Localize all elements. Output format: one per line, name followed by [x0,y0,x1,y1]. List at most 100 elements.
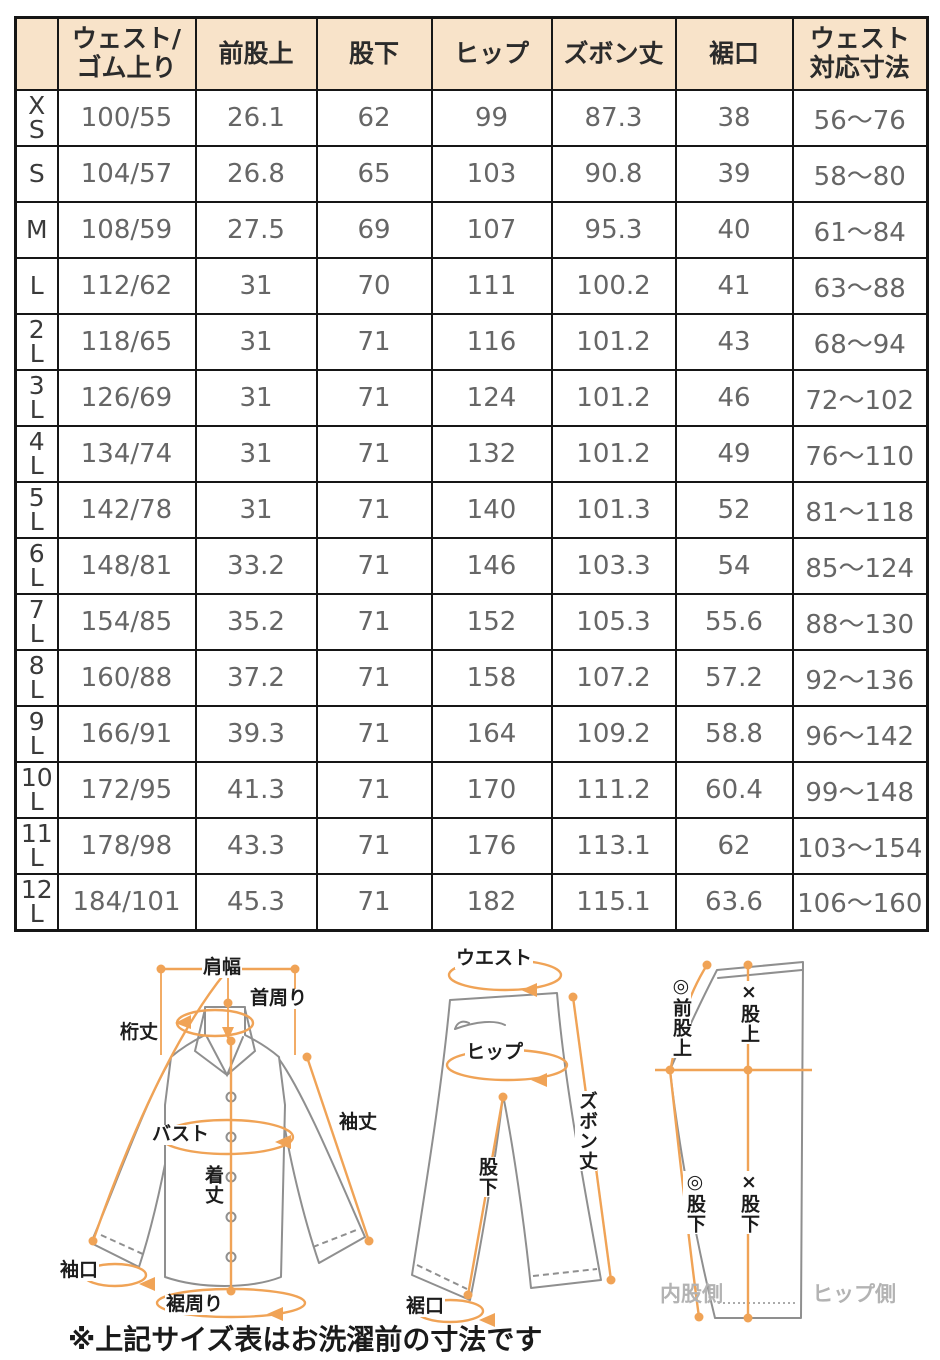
size-value: 100/55 [56,89,197,147]
table-row: S 104/57 26.8 65 103 90.8 39 58～80 [14,145,929,203]
size-value: 49 [674,425,794,483]
size-value: 31 [194,425,318,483]
size-value: 148/81 [56,537,197,595]
size-label: 2 L [14,313,59,371]
size-value: 63～88 [791,257,929,315]
yuki-label: 桁丈 [119,1021,160,1043]
size-value: 103 [430,145,553,203]
size-value: 146 [430,537,553,595]
pants-front-measurement-diagram: ウエスト ヒップ 股下 ズボン丈 裾口 [405,945,670,1345]
size-value: 31 [194,257,318,315]
cuff-label: 袖口 [59,1259,100,1281]
size-value: 126/69 [56,369,197,427]
size-value: 46 [674,369,794,427]
size-value: 72～102 [791,369,929,427]
rise-label: ×股上 [737,981,760,1044]
size-value: 132 [430,425,553,483]
col-header-waist-range: ウェスト 対応寸法 [791,16,929,91]
size-label: 4 L [14,425,59,483]
inseam-outer-label: ×股下 [737,1171,760,1234]
size-label: 11 L [14,817,59,875]
size-value: 37.2 [194,649,318,707]
size-value: 109.2 [550,705,677,763]
size-value: 57.2 [674,649,794,707]
hip-side-label: ヒップ側 [812,1282,896,1306]
size-value: 70 [315,257,433,315]
inner-thigh-side-label: 内股側 [660,1282,723,1306]
size-value: 104/57 [56,145,197,203]
size-value: 96～142 [791,705,929,763]
size-table-body: X S 100/55 26.1 62 99 87.3 38 56～76 S 104/57 26.8 6… [14,89,929,931]
size-value: 116 [430,313,553,371]
size-value: 158 [430,649,553,707]
size-value: 90.8 [550,145,677,203]
size-value: 92～136 [791,649,929,707]
size-value: 71 [315,481,433,539]
size-label: M [14,201,59,259]
col-header-inseam: 股下 [315,16,433,91]
size-value: 99 [430,89,553,147]
size-value: 160/88 [56,649,197,707]
pants-waist-label: ウエスト [455,947,534,969]
size-label: X S [14,89,59,147]
bust-label: バスト [151,1123,211,1145]
size-value: 31 [194,481,318,539]
size-value: 111 [430,257,553,315]
size-value: 31 [194,313,318,371]
size-value: 40 [674,201,794,259]
size-value: 39.3 [194,705,318,763]
size-value: 182 [430,873,553,931]
size-value: 71 [315,537,433,595]
size-value: 172/95 [56,761,197,819]
size-value: 101.2 [550,369,677,427]
size-value: 71 [315,313,433,371]
size-value: 31 [194,369,318,427]
size-value: 111.2 [550,761,677,819]
size-value: 103.3 [550,537,677,595]
size-value: 100.2 [550,257,677,315]
size-value: 54 [674,537,794,595]
size-value: 62 [315,89,433,147]
pants-front-outline-drawing [411,958,616,1327]
size-value: 69 [315,201,433,259]
col-header-front-rise: 前股上 [194,16,318,91]
col-header-hip: ヒップ [430,16,553,91]
size-value: 184/101 [56,873,197,931]
size-value: 39 [674,145,794,203]
size-value: 68～94 [791,313,929,371]
size-value: 71 [315,873,433,931]
size-value: 113.1 [550,817,677,875]
size-value: 81～118 [791,481,929,539]
size-value: 166/91 [56,705,197,763]
size-label: L [14,257,59,315]
size-value: 154/85 [56,593,197,651]
size-value: 101.2 [550,425,677,483]
col-header-hem-opening: 裾口 [674,16,794,91]
size-value: 106～160 [791,873,929,931]
size-value: 88～130 [791,593,929,651]
size-value: 45.3 [194,873,318,931]
table-row: 7 L 154/85 35.2 71 152 105.3 55.6 88～130 [14,593,929,651]
size-value: 71 [315,425,433,483]
size-label: S [14,145,59,203]
size-label: 3 L [14,369,59,427]
inseam-inner-label: ◎股下 [683,1171,706,1234]
pants-inseam-label: 股下 [475,1157,498,1197]
size-value: 142/78 [56,481,197,539]
size-value: 152 [430,593,553,651]
shirt-measurement-diagram: 肩幅 首周り 桁丈 バスト 袖丈 着丈 袖口 裾周り [55,945,405,1330]
shirt-outline-drawing [82,964,374,1321]
size-label: 12 L [14,873,59,931]
table-row: 12 L 184/101 45.3 71 182 115.1 63.6 106～160 [14,873,929,931]
size-value: 71 [315,369,433,427]
pants-side-measurement-diagram: ◎前股上 ×股上 ◎股下 ×股下 内股側 ヒップ側 [655,945,940,1345]
size-value: 26.8 [194,145,318,203]
table-row: L 112/62 31 70 111 100.2 41 63～88 [14,257,929,315]
size-value: 71 [315,817,433,875]
size-value: 176 [430,817,553,875]
table-row: 4 L 134/74 31 71 132 101.2 49 76～110 [14,425,929,483]
size-value: 58.8 [674,705,794,763]
body-length-label: 着丈 [201,1165,224,1205]
size-value: 101.3 [550,481,677,539]
size-value: 103～154 [791,817,929,875]
